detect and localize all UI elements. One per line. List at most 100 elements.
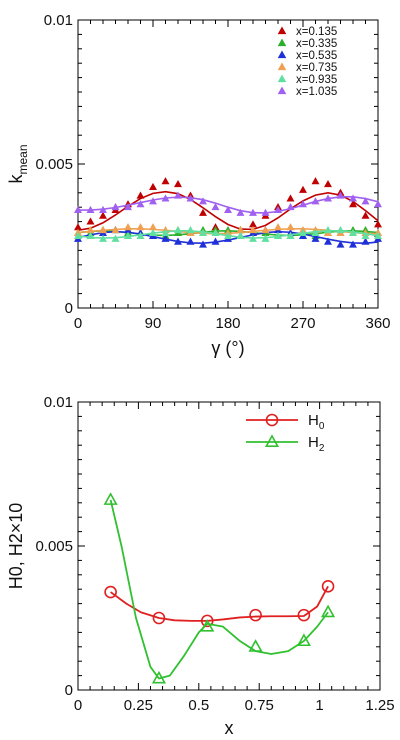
x-axis-title: x bbox=[225, 718, 234, 738]
x-tick-label: 0 bbox=[74, 697, 82, 714]
data-point bbox=[136, 223, 145, 231]
data-point bbox=[321, 580, 335, 593]
legend-marker bbox=[277, 62, 287, 71]
legend-marker bbox=[277, 26, 287, 35]
y-tick-label: 0.01 bbox=[44, 12, 73, 29]
y-axis-title-subscript: mean bbox=[16, 144, 30, 174]
data-point bbox=[320, 604, 336, 618]
x-tick-label: 90 bbox=[145, 315, 162, 332]
data-point bbox=[249, 220, 257, 228]
data-point bbox=[86, 217, 95, 225]
x-axis-title: γ (°) bbox=[211, 338, 244, 358]
data-point bbox=[349, 200, 357, 208]
data-point bbox=[152, 611, 166, 625]
data-point bbox=[311, 177, 320, 185]
data-point bbox=[151, 670, 166, 684]
legend-label-main: H bbox=[308, 412, 319, 429]
legend-label-subscript: 0 bbox=[319, 421, 325, 432]
data-point bbox=[99, 205, 107, 214]
data-point bbox=[299, 228, 307, 237]
data-point bbox=[211, 203, 220, 211]
data-point bbox=[124, 231, 132, 239]
data-point bbox=[324, 226, 332, 234]
data-point bbox=[324, 179, 332, 188]
data-point bbox=[136, 191, 145, 199]
series-curve bbox=[109, 499, 329, 680]
data-point bbox=[199, 208, 207, 216]
data-point bbox=[199, 228, 207, 237]
legend-label: x=1.035 bbox=[296, 86, 337, 98]
legend-label: x=0.335 bbox=[296, 38, 337, 50]
x-tick-label: 1.25 bbox=[365, 697, 394, 714]
data-point bbox=[103, 492, 118, 505]
data-point bbox=[286, 194, 295, 202]
data-point bbox=[299, 200, 307, 208]
data-point bbox=[249, 234, 257, 242]
series-H0 bbox=[104, 580, 335, 628]
data-point bbox=[86, 231, 95, 239]
data-point bbox=[249, 226, 257, 234]
data-point bbox=[236, 226, 245, 234]
data-point bbox=[374, 231, 382, 239]
data-point bbox=[211, 237, 220, 245]
data-point bbox=[149, 197, 157, 205]
legend-marker bbox=[277, 74, 287, 83]
data-point bbox=[186, 237, 195, 245]
x-tick-label: 0.25 bbox=[124, 697, 153, 714]
data-point bbox=[336, 191, 345, 199]
legend-marker bbox=[277, 50, 287, 59]
series-x=1.035 bbox=[74, 191, 382, 216]
data-point bbox=[361, 211, 370, 219]
data-point bbox=[349, 194, 357, 202]
data-point bbox=[200, 619, 215, 632]
data-point bbox=[324, 237, 332, 245]
data-point bbox=[111, 203, 120, 211]
data-point bbox=[161, 177, 170, 185]
data-point bbox=[349, 228, 357, 237]
data-point bbox=[286, 223, 295, 231]
data-point bbox=[199, 197, 207, 205]
data-point bbox=[200, 614, 214, 628]
data-point bbox=[296, 633, 311, 647]
y-tick-label: 0 bbox=[65, 300, 73, 317]
data-point bbox=[361, 237, 370, 245]
data-point bbox=[311, 234, 320, 242]
legend-label-subscript: 2 bbox=[319, 443, 325, 454]
x-tick-label: 360 bbox=[365, 315, 390, 332]
data-point bbox=[274, 205, 282, 214]
data-point bbox=[99, 211, 107, 219]
data-point bbox=[361, 197, 370, 205]
legend-marker bbox=[265, 413, 279, 427]
data-point bbox=[248, 639, 263, 652]
y-tick-label: 0 bbox=[65, 682, 73, 699]
data-point bbox=[111, 226, 120, 234]
data-point bbox=[249, 608, 262, 622]
legend-marker bbox=[277, 86, 287, 95]
legend-label: x=0.535 bbox=[296, 50, 337, 62]
legend-label: x=0.935 bbox=[296, 74, 337, 86]
data-point bbox=[74, 231, 82, 239]
data-point bbox=[224, 231, 232, 239]
y-axis-title: kmean bbox=[6, 144, 30, 183]
legend-marker bbox=[264, 434, 280, 448]
data-point bbox=[74, 205, 82, 214]
data-point bbox=[374, 220, 382, 228]
data-point bbox=[149, 223, 157, 231]
legend-marker bbox=[277, 38, 287, 47]
data-point bbox=[324, 194, 332, 202]
y-tick-label: 0.005 bbox=[35, 156, 73, 173]
data-point bbox=[199, 240, 207, 248]
data-point bbox=[74, 223, 82, 231]
data-point bbox=[161, 194, 170, 202]
data-point bbox=[236, 208, 245, 216]
data-point bbox=[124, 203, 132, 211]
data-point bbox=[349, 240, 357, 248]
data-point bbox=[286, 203, 295, 211]
y-axis-title-main: k bbox=[6, 174, 26, 184]
legend-label-main: H bbox=[308, 434, 319, 451]
x-tick-label: 1 bbox=[315, 697, 323, 714]
x-tick-label: 0.5 bbox=[188, 697, 209, 714]
data-point bbox=[174, 179, 182, 188]
data-point bbox=[236, 231, 245, 239]
